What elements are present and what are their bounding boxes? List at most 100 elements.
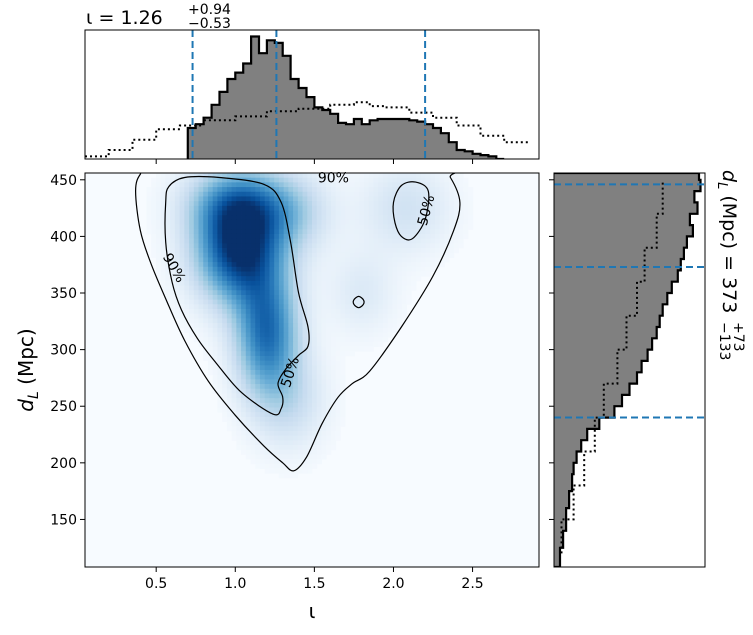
heatmap-cell [255,201,261,207]
heatmap-cell [387,224,393,230]
heatmap-cell [330,177,337,183]
heatmap-cell [278,238,285,244]
heatmap-cell [463,187,469,193]
heatmap-cell [198,201,204,207]
right-title-plus: +73 [730,322,746,352]
heatmap-cell [321,201,327,207]
heatmap-cell [416,257,422,263]
heatmap-cell [406,252,412,258]
heatmap-cell [345,271,351,277]
heatmap-cell [231,271,237,277]
heatmap-cell [321,248,327,254]
heatmap-cell [160,205,166,211]
heatmap-cell [321,294,327,301]
heatmap-cell [184,215,190,221]
heatmap-cell [335,351,341,357]
heatmap-cell [378,304,384,310]
heatmap-cell [430,177,436,183]
heatmap-cell [335,332,341,338]
heatmap-cell [165,182,171,188]
heatmap-cell [382,173,389,179]
heatmap-cell [283,285,289,291]
heatmap-cell [359,262,365,268]
heatmap-cell [288,421,294,427]
heatmap-cell [345,290,351,296]
heatmap-cell [288,416,294,422]
heatmap-cell [226,393,233,399]
heatmap-cell [217,309,223,315]
heatmap-cell [364,327,370,333]
heatmap-cell [439,215,445,221]
heatmap-cell [312,388,318,394]
heatmap-cell [189,243,195,249]
heatmap-cell [269,262,275,268]
heatmap-cell [255,346,261,352]
heatmap-cell [349,219,355,225]
heatmap-cell [174,229,180,235]
heatmap-cell [293,285,299,291]
heatmap-cell [231,219,237,225]
heatmap-cell [236,187,242,193]
heatmap-cell [293,318,299,324]
heatmap-cell [326,229,332,235]
heatmap-cell [217,210,223,216]
heatmap-cell [340,182,346,188]
heatmap-cell [165,187,171,193]
heatmap-cell [302,177,308,183]
heatmap-cell [378,309,384,315]
heatmap-cell [359,323,365,329]
heatmap-cell [302,252,308,258]
heatmap-cell [397,238,403,244]
heatmap-cell [212,182,218,188]
heatmap-cell [340,416,346,422]
heatmap-cell [222,355,228,362]
heatmap-cell [207,337,214,343]
heatmap-cell [269,318,275,324]
heatmap-cell [316,370,322,376]
heatmap-cell [335,229,341,235]
heatmap-cell [222,313,228,319]
heatmap-cell [345,229,351,235]
heatmap-cell [326,215,332,221]
heatmap-cell [189,215,195,221]
heatmap-cell [364,276,370,282]
heatmap-cell [449,215,455,221]
heatmap-cell [241,248,247,254]
heatmap-cell [198,271,204,277]
heatmap-cell [335,271,341,277]
heatmap-cell [259,262,266,268]
heatmap-cell [316,299,322,305]
heatmap-cell [278,266,285,272]
heatmap-cell [297,459,303,465]
heatmap-cell [307,365,313,371]
heatmap-cell [406,191,412,197]
heatmap-cell [359,182,365,188]
heatmap-cell [288,327,294,333]
heatmap-cell [378,196,384,202]
heatmap-cell [364,299,370,305]
heatmap-cell [453,182,460,188]
heatmap-cell [297,280,303,286]
heatmap-cell [307,252,313,258]
heatmap-cell [264,407,270,413]
heatmap-cell [231,299,237,305]
heatmap-cell [392,327,398,333]
heatmap-cell [302,370,308,376]
heatmap-cell [236,205,242,211]
heatmap-cell [468,219,474,225]
heatmap-cell [401,304,407,310]
heatmap-cell [387,177,393,183]
heatmap-cell [236,384,242,390]
heatmap-cell [198,318,204,324]
heatmap-cell [255,187,261,193]
heatmap-cell [382,266,389,272]
heatmap-cell [226,266,233,272]
heatmap-cell [283,304,289,310]
heatmap-cell [387,182,393,188]
heatmap-cell [245,430,251,437]
heatmap-cell [340,266,346,272]
heatmap-cell [335,430,341,437]
heatmap-cell [241,388,247,394]
heatmap-cell [387,304,393,310]
heatmap-cell [449,238,455,244]
